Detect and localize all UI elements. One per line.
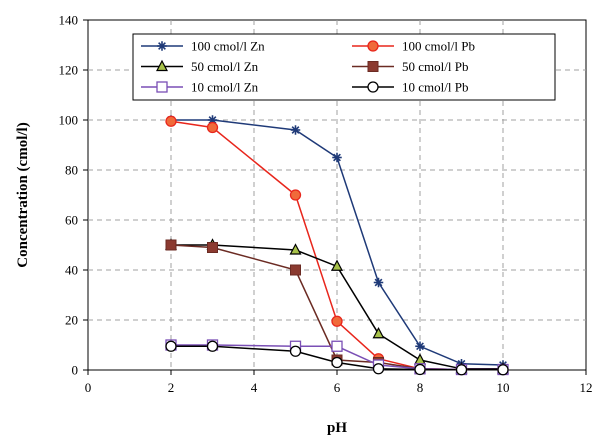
data-point <box>331 315 343 327</box>
data-point <box>331 340 343 352</box>
x-axis-title: pH <box>327 420 347 436</box>
x-tick-label: 8 <box>417 380 424 395</box>
y-tick-label: 140 <box>59 13 79 28</box>
data-point <box>331 356 343 369</box>
data-point <box>207 242 218 253</box>
legend-label: 100 cmol/l Pb <box>402 39 475 54</box>
data-point <box>289 243 302 255</box>
y-tick-label: 80 <box>65 163 78 178</box>
data-point <box>157 41 167 51</box>
legend-label: 10 cmol/l Pb <box>402 80 468 95</box>
y-tick-label: 120 <box>59 63 79 78</box>
data-point <box>289 189 302 201</box>
legend-label: 50 cmol/l Zn <box>191 59 259 74</box>
data-point <box>415 341 425 351</box>
data-point <box>156 59 168 72</box>
x-tick-label: 2 <box>168 380 175 395</box>
data-point <box>165 340 177 352</box>
legend-label: 10 cmol/l Zn <box>191 80 259 95</box>
legend-label: 50 cmol/l Pb <box>402 59 468 74</box>
data-point <box>497 364 509 376</box>
data-point <box>165 239 177 251</box>
x-tick-label: 0 <box>85 380 92 395</box>
legend-item: 100 cmol/l Pb <box>352 39 475 54</box>
data-point <box>367 40 379 52</box>
data-point <box>206 121 219 134</box>
data-point <box>367 61 379 72</box>
y-tick-label: 60 <box>65 213 78 228</box>
series-line <box>171 119 504 366</box>
data-point <box>331 259 343 271</box>
data-point <box>332 152 342 163</box>
data-point <box>156 81 168 93</box>
x-tick-label: 4 <box>251 380 258 395</box>
series-line <box>171 345 503 371</box>
y-tick-label: 100 <box>59 113 79 128</box>
y-axis-title: Concentration (cmol/l) <box>15 122 31 267</box>
legend-item: 50 cmol/l Zn <box>141 59 259 74</box>
data-point <box>289 345 302 357</box>
x-tick-label: 10 <box>497 380 510 395</box>
data-point <box>165 115 177 127</box>
data-point <box>290 125 301 135</box>
data-point <box>372 363 385 375</box>
data-point <box>373 277 384 288</box>
x-tick-label: 12 <box>580 380 593 395</box>
y-tick-label: 20 <box>65 313 78 328</box>
data-point <box>414 363 426 376</box>
data-point <box>455 364 468 376</box>
legend-item: 50 cmol/l Pb <box>352 59 468 74</box>
y-axis: 0 20 40 60 80 100 120 140 <box>59 13 88 378</box>
legend: 100 cmol/l Zn 100 cmol/l Pb 50 cmol/l Zn 50… <box>132 33 556 101</box>
y-tick-label: 0 <box>72 363 79 378</box>
series-markers <box>165 115 509 376</box>
x-axis: 0 2 4 6 8 10 12 <box>85 370 593 395</box>
series-line <box>171 244 503 370</box>
legend-box <box>132 33 556 101</box>
series-lines <box>170 119 504 371</box>
x-tick-label: 6 <box>334 380 341 395</box>
legend-item: 100 cmol/l Zn <box>141 39 265 54</box>
legend-label: 100 cmol/l Zn <box>191 39 265 54</box>
data-point <box>372 326 385 339</box>
data-point <box>367 81 379 93</box>
data-point <box>206 340 219 352</box>
y-tick-label: 40 <box>65 263 78 278</box>
legend-item: 10 cmol/l Pb <box>352 80 468 95</box>
data-point <box>290 264 301 276</box>
legend-item: 10 cmol/l Zn <box>141 80 259 95</box>
